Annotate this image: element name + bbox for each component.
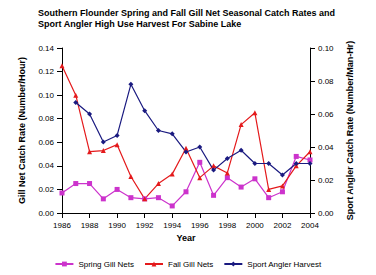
svg-text:Sport Angler Harvest: Sport Angler Harvest [247, 260, 322, 269]
svg-text:2000: 2000 [246, 221, 264, 230]
svg-text:Spring Gill Nets: Spring Gill Nets [78, 260, 134, 269]
svg-text:Sport Angler High Use Harvest: Sport Angler High Use Harvest For Sabine… [38, 19, 241, 29]
svg-text:0.08: 0.08 [38, 114, 54, 123]
svg-text:Year: Year [176, 233, 196, 243]
svg-text:0.08: 0.08 [318, 77, 334, 86]
svg-text:0.14: 0.14 [38, 44, 54, 53]
svg-text:1994: 1994 [163, 221, 181, 230]
svg-text:1986: 1986 [53, 221, 71, 230]
svg-text:1998: 1998 [218, 221, 236, 230]
svg-text:1988: 1988 [81, 221, 99, 230]
svg-text:0.02: 0.02 [38, 185, 54, 194]
svg-text:0.00: 0.00 [318, 209, 334, 218]
svg-text:2002: 2002 [274, 221, 292, 230]
svg-text:0.06: 0.06 [318, 110, 334, 119]
svg-text:0.10: 0.10 [318, 44, 334, 53]
svg-text:0.04: 0.04 [38, 161, 54, 170]
svg-text:0.00: 0.00 [38, 209, 54, 218]
svg-text:0.02: 0.02 [318, 176, 334, 185]
svg-text:1992: 1992 [136, 221, 154, 230]
svg-text:0.06: 0.06 [38, 138, 54, 147]
svg-text:Southern Flounder Spring and F: Southern Flounder Spring and Fall Gill N… [38, 8, 338, 18]
svg-text:1996: 1996 [191, 221, 209, 230]
svg-text:0.10: 0.10 [38, 91, 54, 100]
svg-text:Gill Net Catch Rate (Number/Ho: Gill Net Catch Rate (Number/Hour) [17, 57, 27, 204]
svg-text:Fall Gill Nets: Fall Gill Nets [168, 260, 213, 269]
svg-text:Sport Angler Catch Rate (Numbe: Sport Angler Catch Rate (Number/Man-Hr) [345, 41, 355, 221]
svg-text:0.04: 0.04 [318, 143, 334, 152]
svg-text:2004: 2004 [301, 221, 319, 230]
svg-text:0.12: 0.12 [38, 67, 54, 76]
svg-text:1990: 1990 [108, 221, 126, 230]
